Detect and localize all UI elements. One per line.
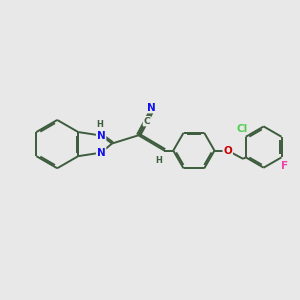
Text: Cl: Cl — [237, 124, 248, 134]
Text: H: H — [156, 155, 163, 164]
Text: F: F — [281, 160, 289, 171]
Text: O: O — [224, 146, 232, 156]
Text: H: H — [96, 120, 103, 129]
Text: N: N — [147, 103, 156, 112]
Text: N: N — [97, 148, 106, 158]
Text: C: C — [143, 117, 150, 126]
Text: N: N — [97, 130, 106, 141]
